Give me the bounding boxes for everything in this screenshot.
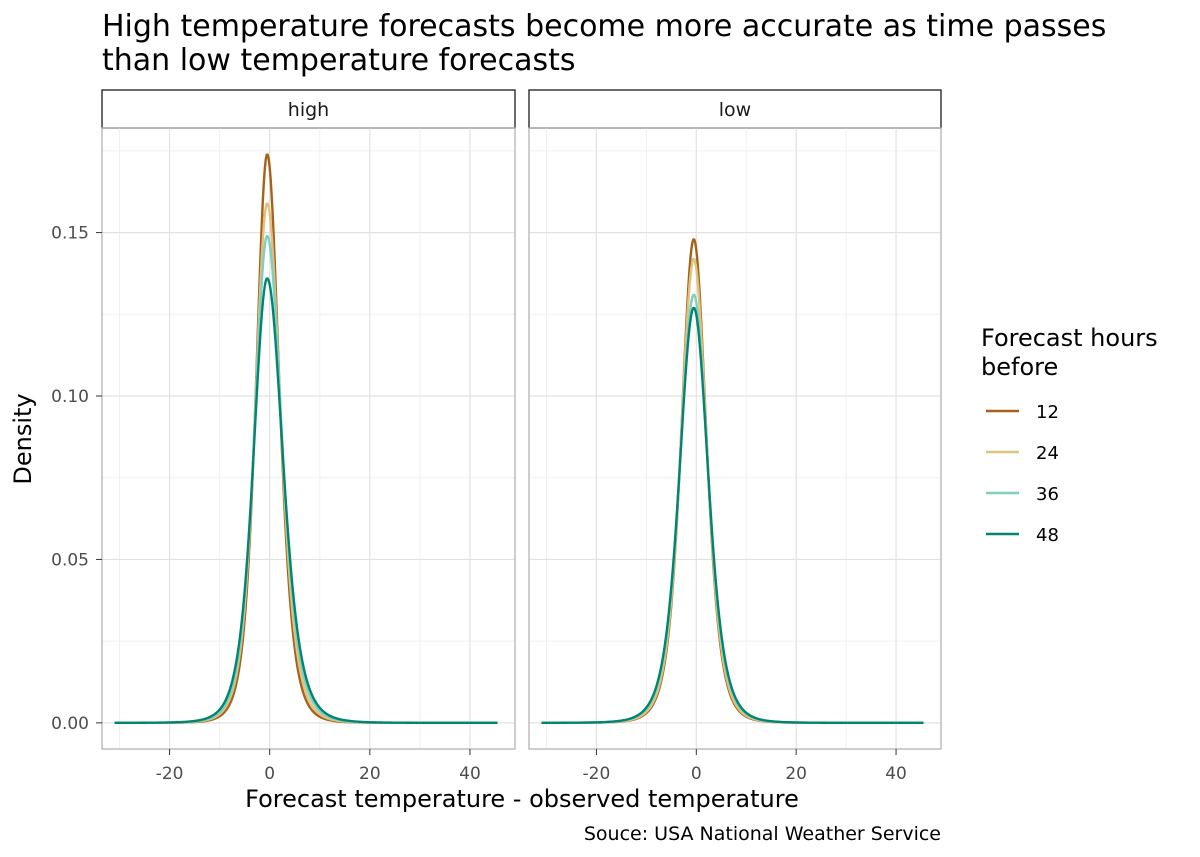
- x-axis-title: Forecast temperature - observed temperat…: [245, 785, 799, 813]
- facet-strip-label: high: [288, 99, 329, 121]
- facet-panels: high -20 0 20 40 low -20 0 20 40: [101, 89, 942, 784]
- x-tick-label: 20: [785, 764, 807, 784]
- y-tick-label: 0.00: [51, 714, 89, 734]
- legend-item-24: 24: [986, 443, 1059, 464]
- y-tick-label: 0.15: [51, 224, 89, 244]
- x-tick-label: -20: [156, 764, 184, 784]
- facet-strip-label: low: [719, 99, 751, 121]
- legend-label: 12: [1036, 402, 1059, 423]
- x-tick-label: 40: [459, 764, 481, 784]
- density-line-high-48: [114, 277, 498, 725]
- legend: Forecast hours before 12 24 36 48: [981, 324, 1158, 546]
- density-line-low-48: [541, 306, 924, 725]
- y-axis-title: Density: [9, 393, 37, 484]
- legend-item-36: 36: [986, 484, 1059, 505]
- panel-border: [101, 127, 516, 750]
- y-tick-label: 0.05: [51, 550, 89, 570]
- legend-label: 24: [1036, 443, 1059, 464]
- x-tick-label: -20: [583, 764, 611, 784]
- chart-caption: Souce: USA National Weather Service: [584, 823, 941, 845]
- legend-item-48: 48: [986, 525, 1059, 546]
- facet-strip: [528, 89, 942, 129]
- legend-label: 48: [1036, 525, 1059, 546]
- facet-strip: [101, 89, 516, 129]
- panel-border: [528, 127, 942, 750]
- legend-item-12: 12: [986, 402, 1059, 423]
- legend-label: 36: [1036, 484, 1059, 505]
- x-tick-label: 20: [359, 764, 381, 784]
- legend-keys: 12 24 36 48: [986, 402, 1059, 546]
- panel-low: low -20 0 20 40: [528, 89, 942, 784]
- x-tick-label: 0: [691, 764, 702, 784]
- x-tick-label: 40: [885, 764, 907, 784]
- panel-high: high -20 0 20 40: [101, 89, 516, 784]
- y-tick-label: 0.10: [51, 387, 89, 407]
- legend-title-line-2: before: [981, 353, 1058, 381]
- x-tick-label: 0: [264, 764, 275, 784]
- chart-title-line-2: than low temperature forecasts: [102, 43, 576, 78]
- chart-title-line-1: High temperature forecasts become more a…: [102, 9, 1106, 44]
- legend-title-line-1: Forecast hours: [981, 324, 1158, 352]
